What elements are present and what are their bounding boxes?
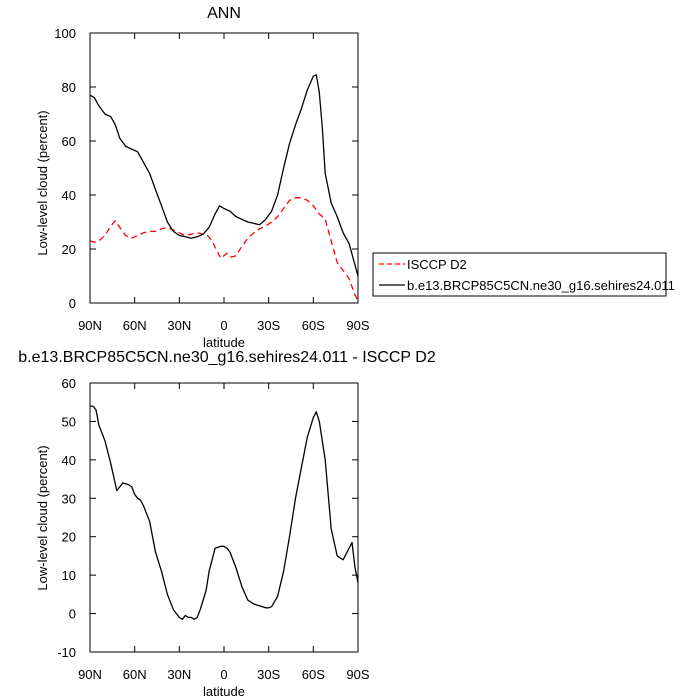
bottom-series-line-0 xyxy=(90,405,359,620)
bottom-xtick-label: 30S xyxy=(257,667,280,682)
bottom-ytick-label: 10 xyxy=(62,568,76,583)
top-ytick-label: 40 xyxy=(62,188,76,203)
top-xtick-label: 30S xyxy=(257,318,280,333)
top-series-line-1 xyxy=(89,74,359,277)
bottom-ytick-label: 30 xyxy=(62,491,76,506)
bottom-chart-frame xyxy=(89,382,359,653)
top-chart-title: ANN xyxy=(207,5,241,22)
top-ytick-label: 100 xyxy=(54,26,76,41)
top-ytick-label: 20 xyxy=(62,242,76,257)
bottom-xtick-label: 90N xyxy=(78,667,102,682)
bottom-ytick-label: 40 xyxy=(62,453,76,468)
bottom-ytick-label: 60 xyxy=(62,376,76,391)
bottom-ytick-label: 50 xyxy=(62,414,76,429)
bottom-ytick-label: 20 xyxy=(62,530,76,545)
top-xtick-label: 90N xyxy=(78,318,102,333)
bottom-xtick-label: 60N xyxy=(123,667,147,682)
bottom-ytick-label: -10 xyxy=(57,645,76,660)
bottom-ytick-label: 0 xyxy=(69,607,76,622)
top-chart-frame xyxy=(89,32,359,304)
legend-box xyxy=(372,252,667,297)
top-xtick-label: 0 xyxy=(220,318,227,333)
top-chart-xlabel: latitude xyxy=(203,335,245,350)
legend-label-isccp: ISCCP D2 xyxy=(407,257,467,272)
top-ytick-label: 80 xyxy=(62,80,76,95)
top-xtick-label: 30N xyxy=(167,318,191,333)
top-chart-ylabel: Low-level cloud (percent) xyxy=(35,110,50,255)
top-xtick-label: 60N xyxy=(123,318,147,333)
chart-marks: 0 20 40 60 80 100 90N 60N 30N 0 30S 60S 90S -10 0 10 20 3… xyxy=(54,26,370,682)
bottom-chart-ylabel: Low-level cloud (percent) xyxy=(35,445,50,590)
bottom-xtick-label: 60S xyxy=(302,667,325,682)
top-xtick-label: 60S xyxy=(302,318,325,333)
bottom-chart-xlabel: latitude xyxy=(203,684,245,699)
bottom-xtick-label: 0 xyxy=(220,667,227,682)
top-series-line-0 xyxy=(89,197,359,301)
bottom-xtick-label: 30N xyxy=(167,667,191,682)
bottom-xtick-label: 90S xyxy=(346,667,369,682)
top-ytick-label: 0 xyxy=(69,296,76,311)
bottom-chart-title: b.e13.BRCP85C5CN.ne30_g16.sehires24.011 … xyxy=(18,349,436,366)
top-xtick-label: 90S xyxy=(346,318,369,333)
legend-label-model: b.e13.BRCP85C5CN.ne30_g16.sehires24.011 xyxy=(407,278,675,293)
top-ytick-label: 60 xyxy=(62,134,76,149)
